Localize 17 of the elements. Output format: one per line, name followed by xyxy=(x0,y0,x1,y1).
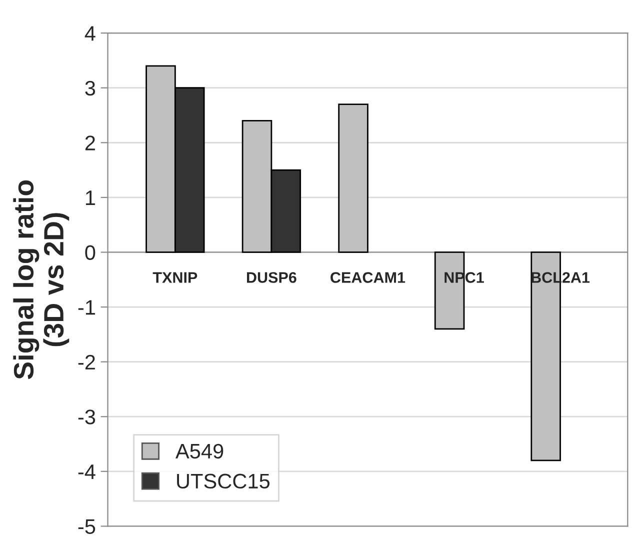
x-tick-label: TXNIP xyxy=(152,272,198,283)
y-tick-label: 1 xyxy=(86,190,95,205)
x-tick-label: CEACAM1 xyxy=(330,272,406,283)
y-tick-label: -1 xyxy=(78,300,95,315)
bar xyxy=(338,104,368,253)
y-tick-label: -2 xyxy=(78,354,95,370)
y-tick-label: 3 xyxy=(85,80,96,96)
y-tick-label: 0 xyxy=(85,245,96,260)
x-tick-label: DUSP6 xyxy=(246,272,296,283)
legend-label: UTSCC15 xyxy=(177,474,270,489)
legend-label: A549 xyxy=(176,444,224,459)
y-tick-label: -3 xyxy=(78,410,96,424)
y-tick-label: -4 xyxy=(78,464,96,479)
y-tick-label: 4 xyxy=(84,26,96,41)
y-tick-label: -5 xyxy=(78,519,96,534)
y-axis-title: Signal log ratio (3D vs 2D) xyxy=(13,180,70,380)
y-tick-label: 2 xyxy=(85,136,95,150)
